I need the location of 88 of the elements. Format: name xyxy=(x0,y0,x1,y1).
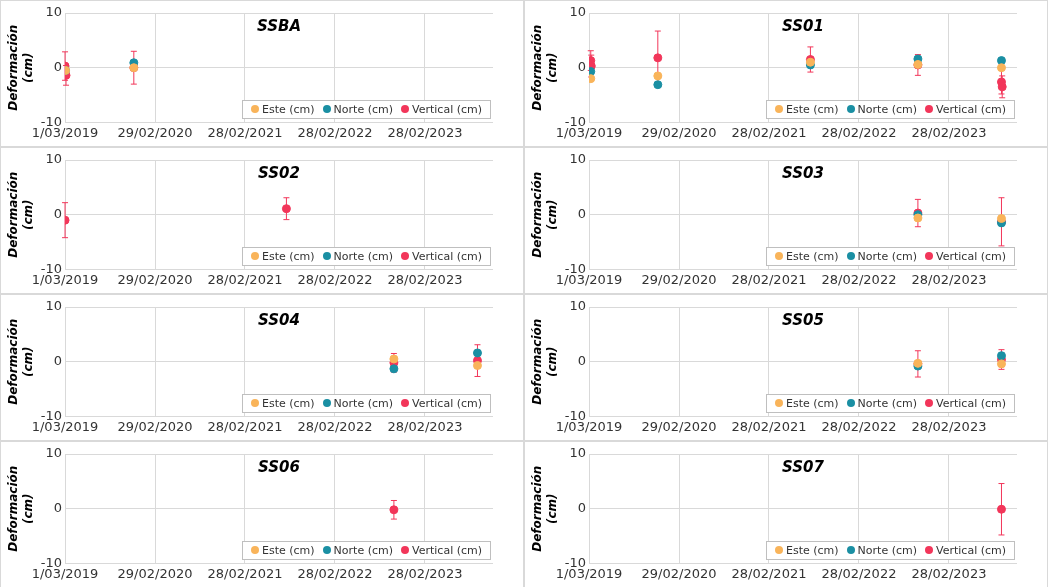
chart-title: SS06 xyxy=(258,458,300,476)
legend-label: Este (cm) xyxy=(786,544,839,558)
y-axis-title: Deformación (cm) xyxy=(530,318,559,405)
y-tick-label: 10 xyxy=(45,445,63,461)
y-axis-title: Deformación (cm) xyxy=(6,24,35,111)
x-tick-label: 28/02/2021 xyxy=(207,124,283,140)
x-tick-label: 28/02/2023 xyxy=(911,271,987,287)
y-axis-title: Deformación (cm) xyxy=(530,171,559,258)
x-tick-label: 28/02/2023 xyxy=(387,565,463,581)
y-tick-label: 0 xyxy=(577,500,587,516)
legend-label: Este (cm) xyxy=(262,250,315,264)
legend-label: Este (cm) xyxy=(262,544,315,558)
x-tick-label: 28/02/2021 xyxy=(207,418,283,434)
legend-label: Este (cm) xyxy=(262,397,315,411)
x-tick-label: 28/02/2023 xyxy=(387,124,463,140)
legend-label: Vertical (cm) xyxy=(936,544,1007,558)
x-tick-label: 28/02/2022 xyxy=(297,565,373,581)
y-axis-title: Deformación (cm) xyxy=(6,465,35,552)
x-tick-label: 28/02/2022 xyxy=(821,271,897,287)
y-tick-label: 0 xyxy=(53,59,63,75)
y-tick-label: 10 xyxy=(45,298,63,314)
legend-label: Vertical (cm) xyxy=(936,103,1007,117)
chart-title: SSBA xyxy=(256,17,302,35)
legend-label: Vertical (cm) xyxy=(936,397,1007,411)
x-tick-label: 28/02/2022 xyxy=(297,271,373,287)
x-tick-label: 29/02/2020 xyxy=(117,565,193,581)
x-tick-label: 28/02/2023 xyxy=(387,271,463,287)
legend-label: Norte (cm) xyxy=(333,544,394,558)
x-tick-label: 28/02/2023 xyxy=(911,565,987,581)
y-tick-label: 0 xyxy=(577,353,587,369)
x-tick-label: 28/02/2022 xyxy=(297,124,373,140)
chart-title: SS07 xyxy=(782,458,824,476)
x-tick-label: 28/02/2022 xyxy=(821,418,897,434)
legend-label: Este (cm) xyxy=(786,397,839,411)
x-tick-label: 29/02/2020 xyxy=(641,124,717,140)
legend-label: Norte (cm) xyxy=(857,397,918,411)
chart-title: SS01 xyxy=(782,17,824,35)
y-axis-title: Deformación (cm) xyxy=(6,171,35,258)
y-tick-label: 10 xyxy=(45,4,63,20)
legend-label: Vertical (cm) xyxy=(412,544,483,558)
chart-title: SS05 xyxy=(782,311,824,329)
x-tick-label: 29/02/2020 xyxy=(641,565,717,581)
legend-label: Este (cm) xyxy=(786,250,839,264)
y-tick-label: 10 xyxy=(569,298,587,314)
x-tick-label: 29/02/2020 xyxy=(641,271,717,287)
legend-label: Vertical (cm) xyxy=(412,250,483,264)
x-tick-label: 29/02/2020 xyxy=(117,418,193,434)
chart-title: SS02 xyxy=(258,164,300,182)
legend-label: Norte (cm) xyxy=(333,397,394,411)
y-axis-title: Deformación (cm) xyxy=(530,465,559,552)
x-tick-label: 28/02/2021 xyxy=(731,271,807,287)
legend-label: Vertical (cm) xyxy=(936,250,1007,264)
x-tick-label: 29/02/2020 xyxy=(641,418,717,434)
x-tick-label: 28/02/2023 xyxy=(387,418,463,434)
x-tick-label: 28/02/2022 xyxy=(821,124,897,140)
y-tick-label: 0 xyxy=(577,206,587,222)
legend-label: Norte (cm) xyxy=(857,544,918,558)
legend-label: Vertical (cm) xyxy=(412,103,483,117)
x-tick-label: 29/02/2020 xyxy=(117,271,193,287)
y-tick-label: 0 xyxy=(53,353,63,369)
chart-title: SS03 xyxy=(782,164,824,182)
y-tick-label: 0 xyxy=(53,206,63,222)
x-tick-label: 28/02/2021 xyxy=(731,565,807,581)
y-tick-label: 0 xyxy=(53,500,63,516)
x-tick-label: 29/02/2020 xyxy=(117,124,193,140)
legend-label: Norte (cm) xyxy=(333,103,394,117)
x-tick-label: 28/02/2021 xyxy=(207,271,283,287)
y-axis-title: Deformación (cm) xyxy=(6,318,35,405)
chart-title: SS04 xyxy=(258,311,300,329)
legend-label: Norte (cm) xyxy=(857,103,918,117)
y-axis-title: Deformación (cm) xyxy=(530,24,559,111)
x-tick-label: 28/02/2021 xyxy=(731,418,807,434)
x-tick-label: 28/02/2023 xyxy=(911,124,987,140)
x-tick-label: 28/02/2022 xyxy=(297,418,373,434)
x-tick-label: 28/02/2022 xyxy=(821,565,897,581)
legend-label: Este (cm) xyxy=(262,103,315,117)
y-tick-label: 0 xyxy=(577,59,587,75)
x-tick-label: 28/02/2021 xyxy=(731,124,807,140)
legend-label: Vertical (cm) xyxy=(412,397,483,411)
legend-label: Norte (cm) xyxy=(857,250,918,264)
x-tick-label: 28/02/2023 xyxy=(911,418,987,434)
y-tick-label: 10 xyxy=(569,4,587,20)
legend-label: Este (cm) xyxy=(786,103,839,117)
y-tick-label: 10 xyxy=(45,151,63,167)
y-tick-label: 10 xyxy=(569,445,587,461)
legend-label: Norte (cm) xyxy=(333,250,394,264)
x-tick-label: 28/02/2021 xyxy=(207,565,283,581)
y-tick-label: 10 xyxy=(569,151,587,167)
